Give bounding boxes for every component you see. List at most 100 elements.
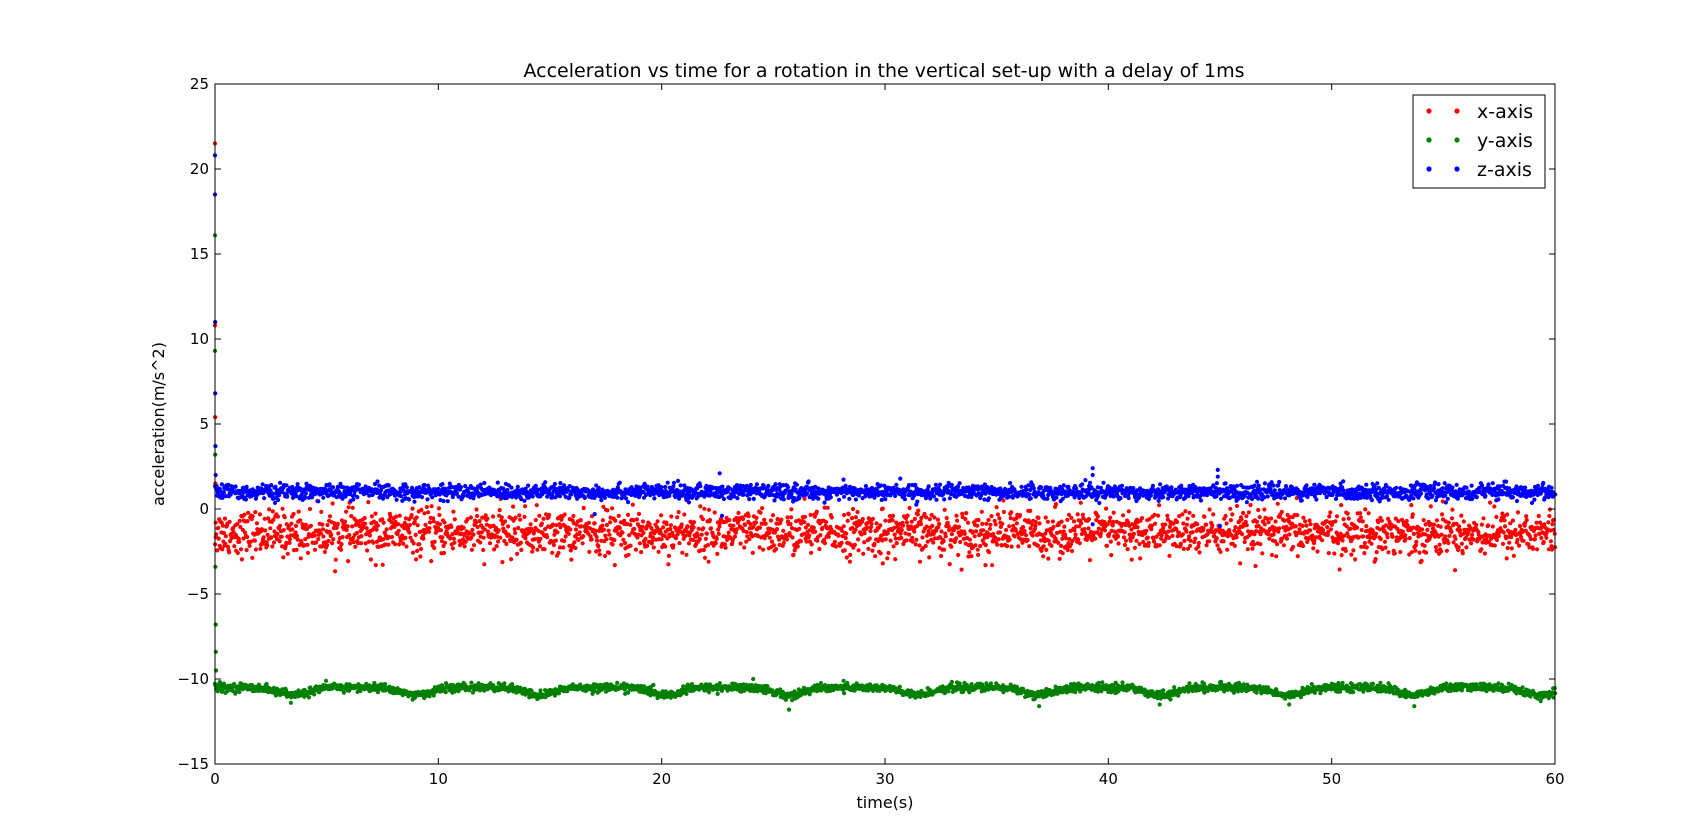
data-point bbox=[603, 533, 608, 538]
data-point bbox=[235, 550, 240, 556]
data-point-outlier bbox=[802, 496, 807, 501]
data-point bbox=[333, 557, 338, 562]
data-point bbox=[367, 533, 372, 538]
data-point bbox=[529, 526, 534, 532]
data-point bbox=[945, 520, 950, 525]
data-point bbox=[259, 527, 264, 532]
data-point bbox=[1312, 538, 1317, 543]
data-point bbox=[807, 533, 812, 538]
data-point bbox=[1108, 515, 1113, 520]
data-point bbox=[396, 522, 401, 527]
data-point bbox=[606, 528, 611, 533]
data-point bbox=[245, 534, 250, 540]
data-point bbox=[920, 535, 925, 540]
data-point bbox=[707, 517, 713, 523]
data-point bbox=[1095, 514, 1100, 519]
data-point bbox=[267, 507, 272, 512]
data-point bbox=[569, 557, 574, 562]
data-point bbox=[1275, 542, 1280, 547]
data-point bbox=[936, 525, 941, 530]
data-point bbox=[788, 522, 793, 527]
data-point bbox=[1044, 547, 1049, 553]
data-point bbox=[845, 518, 850, 524]
data-point bbox=[825, 505, 830, 510]
data-point bbox=[1334, 514, 1340, 519]
data-point bbox=[1453, 536, 1458, 541]
data-point bbox=[1204, 543, 1209, 548]
data-point bbox=[600, 523, 605, 528]
data-point bbox=[779, 517, 784, 522]
data-point bbox=[822, 537, 827, 543]
data-point bbox=[592, 521, 597, 526]
data-point bbox=[989, 514, 994, 519]
data-point bbox=[962, 531, 967, 537]
data-point bbox=[623, 540, 628, 546]
data-point bbox=[848, 552, 853, 558]
data-point bbox=[917, 543, 922, 548]
data-point bbox=[1363, 507, 1368, 512]
data-point bbox=[485, 516, 490, 521]
data-point bbox=[795, 544, 800, 549]
data-point bbox=[1078, 500, 1083, 505]
data-point bbox=[1120, 680, 1125, 685]
data-point bbox=[1121, 513, 1126, 518]
data-point bbox=[1177, 514, 1182, 519]
data-point bbox=[1115, 534, 1120, 539]
data-point bbox=[1086, 526, 1091, 531]
data-point bbox=[715, 691, 720, 697]
data-point bbox=[1157, 543, 1162, 548]
data-point bbox=[561, 545, 566, 550]
data-point bbox=[1325, 525, 1330, 530]
data-point bbox=[943, 534, 948, 539]
data-point bbox=[751, 524, 756, 530]
data-point bbox=[1407, 536, 1412, 541]
data-point bbox=[1066, 512, 1072, 517]
data-point bbox=[1063, 536, 1068, 541]
data-point bbox=[1211, 512, 1216, 517]
data-point bbox=[927, 555, 932, 560]
data-point bbox=[1089, 529, 1094, 535]
data-point bbox=[1457, 524, 1462, 529]
data-point bbox=[1398, 549, 1403, 555]
data-point bbox=[437, 522, 443, 527]
data-point bbox=[947, 528, 952, 533]
data-point bbox=[1107, 519, 1112, 524]
data-point bbox=[1181, 546, 1186, 552]
data-point bbox=[510, 504, 516, 509]
data-point bbox=[293, 530, 298, 535]
data-point bbox=[1492, 504, 1497, 509]
data-point bbox=[610, 506, 615, 511]
data-point bbox=[238, 524, 243, 530]
data-point bbox=[1232, 543, 1237, 549]
data-point bbox=[762, 517, 767, 522]
data-point bbox=[1149, 523, 1154, 528]
data-point bbox=[1450, 507, 1455, 512]
data-point bbox=[1280, 536, 1285, 541]
data-point bbox=[537, 544, 543, 549]
data-point bbox=[279, 534, 284, 539]
data-point bbox=[502, 519, 508, 524]
data-point bbox=[451, 536, 456, 541]
data-point bbox=[1059, 543, 1064, 549]
data-point bbox=[547, 512, 552, 518]
data-point bbox=[1121, 535, 1127, 540]
data-point bbox=[616, 513, 621, 519]
data-point bbox=[1233, 525, 1238, 530]
data-point bbox=[346, 505, 351, 510]
data-point bbox=[1049, 543, 1054, 548]
data-point bbox=[594, 534, 599, 539]
data-point bbox=[987, 526, 993, 531]
data-point bbox=[1542, 522, 1547, 527]
data-point bbox=[1185, 516, 1190, 521]
data-point bbox=[1315, 549, 1320, 554]
data-point bbox=[1444, 548, 1449, 553]
data-point bbox=[1547, 513, 1552, 519]
data-point bbox=[250, 555, 255, 560]
data-point bbox=[1063, 532, 1068, 537]
data-point bbox=[553, 538, 559, 543]
data-point bbox=[1215, 543, 1220, 548]
data-point bbox=[496, 528, 501, 533]
data-point bbox=[574, 522, 579, 527]
data-point bbox=[393, 542, 398, 547]
data-point bbox=[1043, 515, 1048, 520]
